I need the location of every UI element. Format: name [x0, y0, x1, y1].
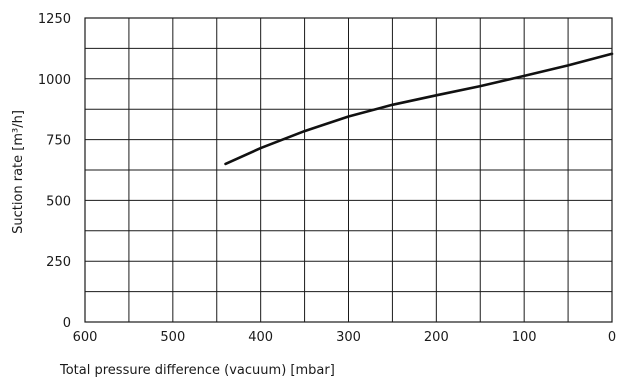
y-tick-label: 0 [63, 316, 71, 331]
y-tick-label: 750 [46, 134, 71, 149]
series-layer [224, 52, 614, 166]
x-tick-label: 200 [424, 330, 449, 345]
x-tick-label: 500 [160, 330, 185, 345]
y-axis-title: Suction rate [m³/h] [11, 110, 26, 234]
x-tick-label: 0 [608, 330, 616, 345]
y-tick-label: 1250 [38, 12, 71, 27]
x-tick-labels: 600 500 400 300 200 100 0 [73, 330, 617, 345]
y-tick-labels: 0 250 500 750 1000 1250 [38, 12, 71, 331]
x-axis-title: Total pressure difference (vacuum) [mbar… [59, 363, 335, 378]
y-tick-label: 250 [46, 255, 71, 270]
x-tick-label: 600 [73, 330, 98, 345]
series-line [224, 52, 614, 166]
x-tick-label: 300 [336, 330, 361, 345]
x-tick-label: 100 [512, 330, 537, 345]
y-tick-label: 500 [46, 194, 71, 209]
y-tick-label: 1000 [38, 73, 71, 88]
grid [84, 17, 613, 323]
plot-frame [84, 17, 613, 323]
x-tick-label: 400 [248, 330, 273, 345]
